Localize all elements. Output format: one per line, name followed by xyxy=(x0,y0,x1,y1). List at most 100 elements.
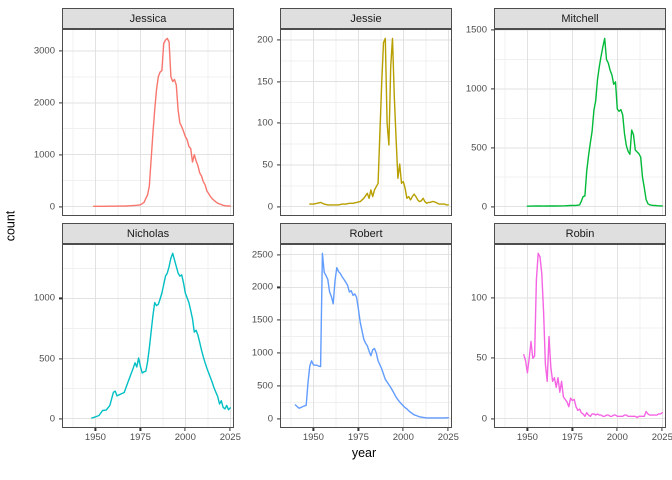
y-tick-mark xyxy=(277,206,280,208)
y-tick-mark xyxy=(491,418,494,420)
y-tick-label: 500 xyxy=(257,380,273,392)
x-tick-mark xyxy=(312,428,314,431)
y-tick-mark xyxy=(491,357,494,359)
y-tick-mark xyxy=(277,352,280,354)
x-tick-label: 2025 xyxy=(437,432,459,443)
y-tick-mark xyxy=(59,297,62,299)
x-tick-mark xyxy=(661,428,663,431)
y-tick-mark xyxy=(277,385,280,387)
panel-svg xyxy=(281,245,451,427)
y-tick-label: 0 xyxy=(267,412,273,424)
y-tick-label: 2000 xyxy=(33,97,55,109)
y-tick-mark xyxy=(491,206,494,208)
x-tick-label: 1975 xyxy=(561,432,583,443)
facet-panel-robert xyxy=(280,244,452,428)
y-tick-mark xyxy=(59,50,62,52)
x-axis-nicholas: 1950 1975 2000 2025 xyxy=(62,428,241,446)
facet-title-jessie: Jessie xyxy=(350,12,382,25)
x-tick-label: 1950 xyxy=(302,432,324,443)
y-tick-label: 500 xyxy=(39,352,55,364)
x-axis-robin: 1950 1975 2000 2025 xyxy=(494,428,672,446)
series-line-jessie xyxy=(309,37,449,206)
y-tick-label: 3000 xyxy=(33,45,55,57)
series-line-robin xyxy=(523,252,663,419)
y-tick-mark xyxy=(277,319,280,321)
x-tick-mark xyxy=(402,428,404,431)
series-line-mitchell xyxy=(526,37,663,207)
x-tick-label: 2025 xyxy=(219,432,241,443)
y-tick-mark xyxy=(59,418,62,420)
facet-title-mitchell: Mitchell xyxy=(561,12,599,25)
facet-title-robert: Robert xyxy=(349,227,383,240)
series-line-jessica xyxy=(92,37,231,207)
facet-panel-robin xyxy=(494,244,666,428)
y-tick-label: 0 xyxy=(481,200,487,212)
panel-svg xyxy=(63,30,233,215)
y-tick-label: 1000 xyxy=(251,347,273,359)
y-tick-mark xyxy=(277,81,280,83)
y-axis-mitchell: 0 500 1000 1500 xyxy=(452,25,494,216)
x-tick-mark xyxy=(229,428,231,431)
panel-svg xyxy=(63,245,233,427)
facet-panel-nicholas xyxy=(62,244,234,428)
y-tick-label: 1000 xyxy=(465,83,487,95)
y-tick-label: 100 xyxy=(471,292,487,304)
y-tick-mark xyxy=(491,297,494,299)
y-tick-mark xyxy=(277,122,280,124)
y-tick-label: 2000 xyxy=(251,281,273,293)
facet-strip-robin: Robin xyxy=(494,223,666,244)
x-tick-mark xyxy=(139,428,141,431)
x-tick-label: 1950 xyxy=(84,432,106,443)
y-tick-label: 200 xyxy=(257,34,273,46)
y-tick-label: 150 xyxy=(257,75,273,87)
y-tick-label: 1500 xyxy=(251,314,273,326)
x-tick-mark xyxy=(447,428,449,431)
y-axis-title-text: count xyxy=(3,210,17,242)
y-tick-label: 0 xyxy=(49,412,55,424)
x-tick-label: 2025 xyxy=(651,432,672,443)
y-axis-jessica: 0 1000 2000 3000 xyxy=(20,29,62,216)
y-tick-mark xyxy=(491,88,494,90)
y-tick-mark xyxy=(277,254,280,256)
y-tick-label: 50 xyxy=(476,352,487,364)
y-tick-label: 0 xyxy=(49,200,55,212)
panel-svg xyxy=(281,30,451,215)
y-tick-label: 0 xyxy=(481,412,487,424)
y-tick-label: 500 xyxy=(471,142,487,154)
facet-strip-robert: Robert xyxy=(280,223,452,244)
x-tick-label: 2000 xyxy=(174,432,196,443)
facet-strip-mitchell: Mitchell xyxy=(494,8,666,29)
series-line-nicholas xyxy=(91,252,231,419)
x-tick-label: 2000 xyxy=(392,432,414,443)
y-tick-label: 1000 xyxy=(33,292,55,304)
x-tick-mark xyxy=(526,428,528,431)
panel-svg xyxy=(495,30,665,215)
y-tick-mark xyxy=(277,164,280,166)
x-axis-robert: 1950 1975 2000 2025 xyxy=(280,428,459,446)
x-tick-mark xyxy=(571,428,573,431)
y-tick-mark xyxy=(277,286,280,288)
facet-panel-jessica xyxy=(62,29,234,216)
y-tick-mark xyxy=(59,206,62,208)
y-tick-mark xyxy=(491,29,494,31)
y-tick-mark xyxy=(59,358,62,360)
y-axis-robin: 0 50 100 xyxy=(452,244,494,428)
x-tick-mark xyxy=(357,428,359,431)
facet-title-nicholas: Nicholas xyxy=(126,227,170,240)
x-axis-title: year xyxy=(351,446,377,460)
y-tick-label: 2500 xyxy=(251,248,273,260)
x-tick-label: 1950 xyxy=(516,432,538,443)
facet-title-jessica: Jessica xyxy=(129,12,167,25)
panel-svg xyxy=(495,245,665,427)
y-tick-mark xyxy=(59,102,62,104)
y-tick-label: 1500 xyxy=(465,24,487,36)
y-tick-mark xyxy=(277,418,280,420)
facet-panel-jessie xyxy=(280,29,452,216)
y-axis-jessie: 0 50 100 150 200 xyxy=(234,29,280,216)
y-axis-robert: 0 500 1000 1500 2000 2500 xyxy=(234,244,280,428)
x-tick-label: 1975 xyxy=(347,432,369,443)
facet-panel-mitchell xyxy=(494,29,666,216)
facet-strip-jessica: Jessica xyxy=(62,8,234,29)
